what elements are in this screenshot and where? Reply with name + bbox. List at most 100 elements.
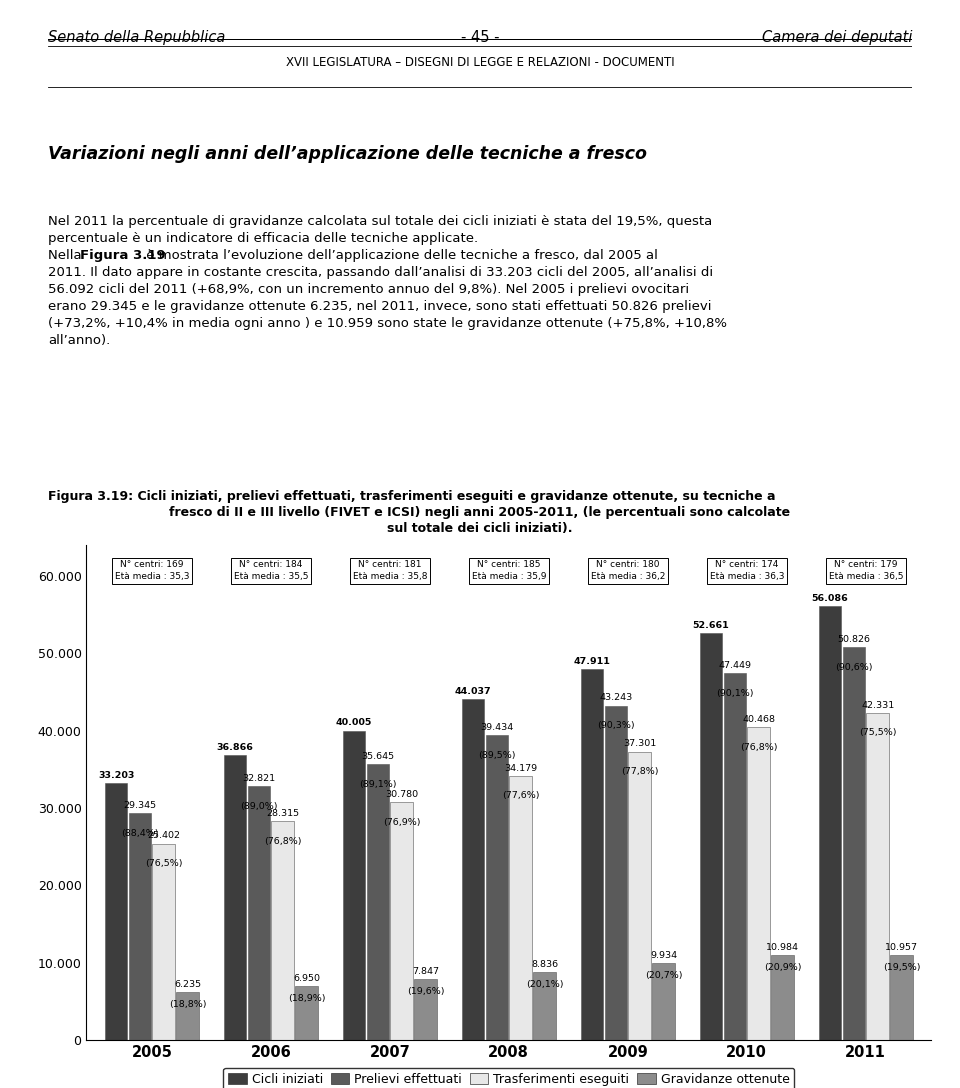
Text: 35.645: 35.645 [361,752,395,762]
Text: XVII LEGISLATURA – DISEGNI DI LEGGE E RELAZIONI - DOCUMENTI: XVII LEGISLATURA – DISEGNI DI LEGGE E RE… [286,57,674,70]
Text: (75,5%): (75,5%) [859,728,897,738]
Text: N° centri: 184
Età media : 35,5: N° centri: 184 Età media : 35,5 [233,560,308,581]
Text: fresco di II e III livello (FIVET e ICSI) negli anni 2005-2011, (le percentuali : fresco di II e III livello (FIVET e ICSI… [169,506,791,519]
Text: N° centri: 174
Età media : 36,3: N° centri: 174 Età media : 36,3 [709,560,784,581]
Text: 47.449: 47.449 [718,660,752,670]
Bar [367,764,389,1040]
Text: 56.092 cicli del 2011 (+68,9%, con un incremento annuo del 9,8%). Nel 2005 i pre: 56.092 cicli del 2011 (+68,9%, con un in… [48,283,689,296]
Text: (90,6%): (90,6%) [835,663,873,671]
Text: 33.203: 33.203 [98,771,134,780]
Text: Camera dei deputati: Camera dei deputati [761,30,912,45]
Text: 34.179: 34.179 [504,764,538,772]
Text: 7.847: 7.847 [412,967,439,976]
Text: Figura 3.19: Cicli iniziati, prelievi effettuati, trasferimenti eseguiti e gravi: Figura 3.19: Cicli iniziati, prelievi ef… [48,490,776,503]
Bar [748,727,770,1040]
Text: N° centri: 179
Età media : 36,5: N° centri: 179 Età media : 36,5 [828,560,903,581]
Bar [391,802,413,1040]
Bar [700,633,722,1040]
Text: 36.866: 36.866 [217,743,253,752]
Bar [819,606,841,1040]
Text: (18,9%): (18,9%) [288,994,325,1003]
Text: Senato della Repubblica: Senato della Repubblica [48,30,226,45]
Text: 56.086: 56.086 [812,594,849,603]
Text: 10.984: 10.984 [766,943,799,952]
Text: Variazioni negli anni dell’applicazione delle tecniche a fresco: Variazioni negli anni dell’applicazione … [48,145,647,163]
Legend: Cicli iniziati, Prelievi effettuati, Trasferimenti eseguiti, Gravidanze ottenute: Cicli iniziati, Prelievi effettuati, Tra… [223,1067,795,1088]
Text: (90,1%): (90,1%) [716,689,754,697]
Bar [581,669,604,1040]
Text: (89,1%): (89,1%) [359,780,396,789]
Text: (77,6%): (77,6%) [502,791,540,801]
Text: Figura 3.19: Figura 3.19 [80,249,165,262]
Bar [105,783,128,1040]
Text: 6.950: 6.950 [293,974,320,984]
Bar [343,730,366,1040]
Text: 6.235: 6.235 [174,979,201,989]
Bar [866,713,889,1040]
Text: 50.826: 50.826 [837,634,871,644]
Text: (19,6%): (19,6%) [407,987,444,997]
Bar [533,972,556,1040]
Text: 8.836: 8.836 [531,960,558,968]
Bar [296,986,318,1040]
Text: (76,8%): (76,8%) [264,837,301,845]
Text: (77,8%): (77,8%) [621,767,659,776]
Text: 40.005: 40.005 [336,718,372,728]
Bar [462,700,485,1040]
Text: 52.661: 52.661 [693,620,730,630]
Bar [771,955,794,1040]
Text: (+73,2%, +10,4% in media ogni anno ) e 10.959 sono state le gravidanze ottenute : (+73,2%, +10,4% in media ogni anno ) e 1… [48,317,727,330]
Text: (76,9%): (76,9%) [383,818,420,827]
Text: 43.243: 43.243 [599,693,633,703]
Text: N° centri: 169
Età media : 35,3: N° centri: 169 Età media : 35,3 [114,560,189,581]
Text: (20,1%): (20,1%) [526,979,564,989]
Text: Nel 2011 la percentuale di gravidanze calcolata sul totale dei cicli iniziati è : Nel 2011 la percentuale di gravidanze ca… [48,215,712,228]
Text: erano 29.345 e le gravidanze ottenute 6.235, nel 2011, invece, sono stati effett: erano 29.345 e le gravidanze ottenute 6.… [48,300,711,313]
Text: N° centri: 185
Età media : 35,9: N° centri: 185 Età media : 35,9 [471,560,546,581]
Text: 25.402: 25.402 [147,831,180,840]
Text: 32.821: 32.821 [242,774,276,783]
Text: (89,5%): (89,5%) [478,751,516,759]
Text: (19,5%): (19,5%) [882,963,921,973]
Text: - 45 -: - 45 - [461,30,499,45]
Text: (20,9%): (20,9%) [764,963,802,972]
Bar [629,752,651,1040]
Text: Nella: Nella [48,249,85,262]
Text: sul totale dei cicli iniziati).: sul totale dei cicli iniziati). [387,522,573,535]
Bar [153,843,175,1040]
Bar [890,955,913,1040]
Bar [724,673,746,1040]
Bar [129,813,152,1040]
Text: 42.331: 42.331 [861,701,895,709]
Text: N° centri: 180
Età media : 36,2: N° centri: 180 Età media : 36,2 [590,560,665,581]
Text: 40.468: 40.468 [742,715,775,724]
Text: 2011. Il dato appare in costante crescita, passando dall’analisi di 33.203 cicli: 2011. Il dato appare in costante crescit… [48,265,713,279]
Text: 39.434: 39.434 [480,722,514,732]
Bar [510,776,532,1040]
Text: (76,8%): (76,8%) [740,743,778,752]
Text: 28.315: 28.315 [266,808,300,818]
Text: (90,3%): (90,3%) [597,721,635,730]
Bar [605,705,627,1040]
Text: 9.934: 9.934 [650,951,677,960]
Text: 37.301: 37.301 [623,740,657,749]
Text: N° centri: 181
Età media : 35,8: N° centri: 181 Età media : 35,8 [352,560,427,581]
Bar [486,735,508,1040]
Text: è mostrata l’evoluzione dell’applicazione delle tecniche a fresco, dal 2005 al: è mostrata l’evoluzione dell’applicazion… [142,249,658,262]
Text: (20,7%): (20,7%) [645,972,683,980]
Text: 10.957: 10.957 [885,943,918,952]
Text: 44.037: 44.037 [455,688,492,696]
Bar [414,979,437,1040]
Bar [224,755,247,1040]
Bar [843,647,865,1040]
Text: (89,0%): (89,0%) [240,802,277,811]
Text: 47.911: 47.911 [574,657,611,666]
Bar [652,963,675,1040]
Text: percentuale è un indicatore di efficacia delle tecniche applicate.: percentuale è un indicatore di efficacia… [48,232,478,245]
Text: (18,8%): (18,8%) [169,1000,206,1009]
Text: 29.345: 29.345 [124,801,156,809]
Text: (76,5%): (76,5%) [145,860,182,868]
Bar [177,992,199,1040]
Text: all’anno).: all’anno). [48,334,110,347]
Bar [272,821,294,1040]
